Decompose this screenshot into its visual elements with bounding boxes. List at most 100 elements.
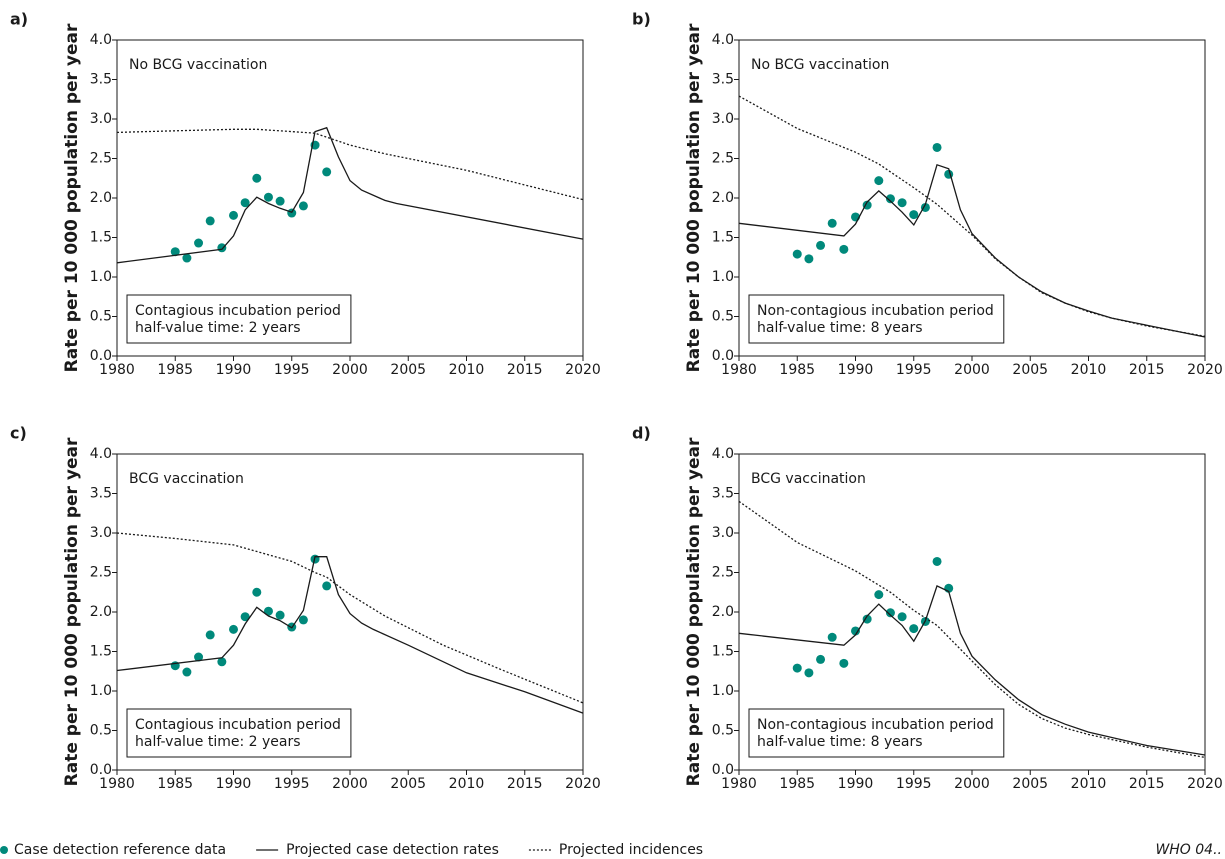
x-tick-label: 2005	[1012, 362, 1048, 378]
annotation: BCG vaccination	[751, 471, 866, 487]
panel: a) Rate per 10 000 population per year 0.0…	[10, 10, 601, 379]
x-tick-label: 2005	[390, 362, 426, 378]
data-point	[827, 632, 837, 642]
y-tick-label: 3.5	[90, 486, 112, 502]
x-tick-label: 2010	[1071, 776, 1107, 792]
y-axis-label: Rate per 10 000 population per year	[62, 437, 82, 786]
data-point	[920, 202, 930, 212]
y-tick-label: 3.0	[712, 111, 734, 127]
y-tick-label: 0.0	[712, 762, 734, 778]
y-tick-label: 1.5	[712, 230, 734, 246]
y-tick-label: 2.5	[712, 565, 734, 581]
dotted-line	[116, 128, 584, 201]
x-tick-label: 2005	[1012, 776, 1048, 792]
y-tick-label: 4.0	[90, 32, 112, 48]
y-tick-label: 1.0	[712, 269, 734, 285]
data-point	[932, 556, 942, 566]
x-tick-label: 2020	[1187, 362, 1223, 378]
x-tick-label: 1995	[274, 362, 310, 378]
y-tick-label: 0.0	[712, 348, 734, 364]
panel-label: d)	[632, 424, 651, 443]
data-point	[182, 667, 192, 677]
x-tick-label: 1980	[99, 362, 135, 378]
note-text: Non-contagious incubation period	[757, 303, 994, 319]
x-tick-label: 1980	[99, 776, 135, 792]
data-point	[839, 658, 849, 668]
y-tick-label: 1.0	[712, 683, 734, 699]
legend-label: Projected case detection rates	[286, 842, 499, 858]
data-point	[182, 253, 192, 263]
data-point	[240, 612, 250, 622]
data-point	[827, 218, 837, 228]
y-tick-label: 2.5	[712, 151, 734, 167]
note-box	[748, 294, 1005, 344]
data-point	[874, 590, 884, 600]
y-tick-label: 0.5	[712, 723, 734, 739]
y-tick-label: 3.5	[90, 72, 112, 88]
note-box	[126, 294, 352, 344]
solid-line	[738, 584, 1206, 756]
x-tick-label: 2020	[1187, 776, 1223, 792]
x-tick-label: 1980	[721, 362, 757, 378]
panel: c) Rate per 10 000 population per year 0.0…	[10, 424, 601, 793]
x-tick-label: 1995	[896, 776, 932, 792]
x-tick-label: 2000	[954, 776, 990, 792]
data-point	[804, 254, 814, 264]
data-point	[240, 198, 250, 208]
data-point	[792, 663, 802, 673]
legend-label: Projected incidences	[559, 842, 703, 858]
note-box	[748, 708, 1005, 758]
data-point	[792, 249, 802, 259]
note-text: Contagious incubation period	[135, 303, 341, 319]
x-tick-label: 1985	[157, 362, 193, 378]
data-point	[217, 657, 227, 667]
data-point	[322, 581, 332, 591]
y-tick-label: 1.5	[712, 644, 734, 660]
data-point	[275, 610, 285, 620]
data-point	[194, 238, 204, 248]
data-point	[252, 587, 262, 597]
x-tick-label: 2015	[507, 776, 543, 792]
solid-line	[116, 556, 584, 714]
data-point	[252, 173, 262, 183]
panel-label: c)	[10, 424, 27, 443]
y-tick-label: 2.0	[712, 190, 734, 206]
data-point	[205, 630, 215, 640]
data-point	[322, 167, 332, 177]
x-tick-label: 2010	[449, 776, 485, 792]
data-point	[217, 243, 227, 253]
y-axis-label: Rate per 10 000 population per year	[62, 23, 82, 372]
x-tick-label: 1995	[274, 776, 310, 792]
note-text: half-value time: 2 years	[135, 734, 301, 750]
data-point	[229, 210, 238, 220]
data-point	[275, 196, 285, 206]
data-point	[897, 612, 907, 622]
data-point	[816, 240, 826, 250]
annotation: No BCG vaccination	[751, 57, 889, 73]
note-text: Contagious incubation period	[135, 717, 341, 733]
data-point	[885, 608, 895, 618]
y-tick-label: 2.0	[90, 604, 112, 620]
x-tick-label: 1990	[216, 362, 252, 378]
x-tick-label: 2020	[565, 362, 601, 378]
y-tick-label: 3.5	[712, 72, 734, 88]
x-tick-label: 2000	[332, 362, 368, 378]
panel-label: b)	[632, 10, 651, 29]
y-tick-label: 3.0	[712, 525, 734, 541]
x-tick-label: 1980	[721, 776, 757, 792]
x-tick-label: 2005	[390, 776, 426, 792]
y-tick-label: 0.0	[90, 762, 112, 778]
data-point	[298, 201, 308, 211]
y-tick-label: 4.0	[712, 446, 734, 462]
data-point	[287, 208, 297, 218]
y-tick-label: 1.0	[90, 269, 112, 285]
x-tick-label: 1985	[779, 362, 815, 378]
data-point	[804, 668, 814, 678]
x-tick-label: 2010	[449, 362, 485, 378]
y-tick-label: 0.5	[90, 309, 112, 325]
y-axis-label: Rate per 10 000 population per year	[684, 23, 704, 372]
data-point	[885, 194, 895, 204]
y-tick-label: 3.5	[712, 486, 734, 502]
y-tick-label: 2.5	[90, 565, 112, 581]
